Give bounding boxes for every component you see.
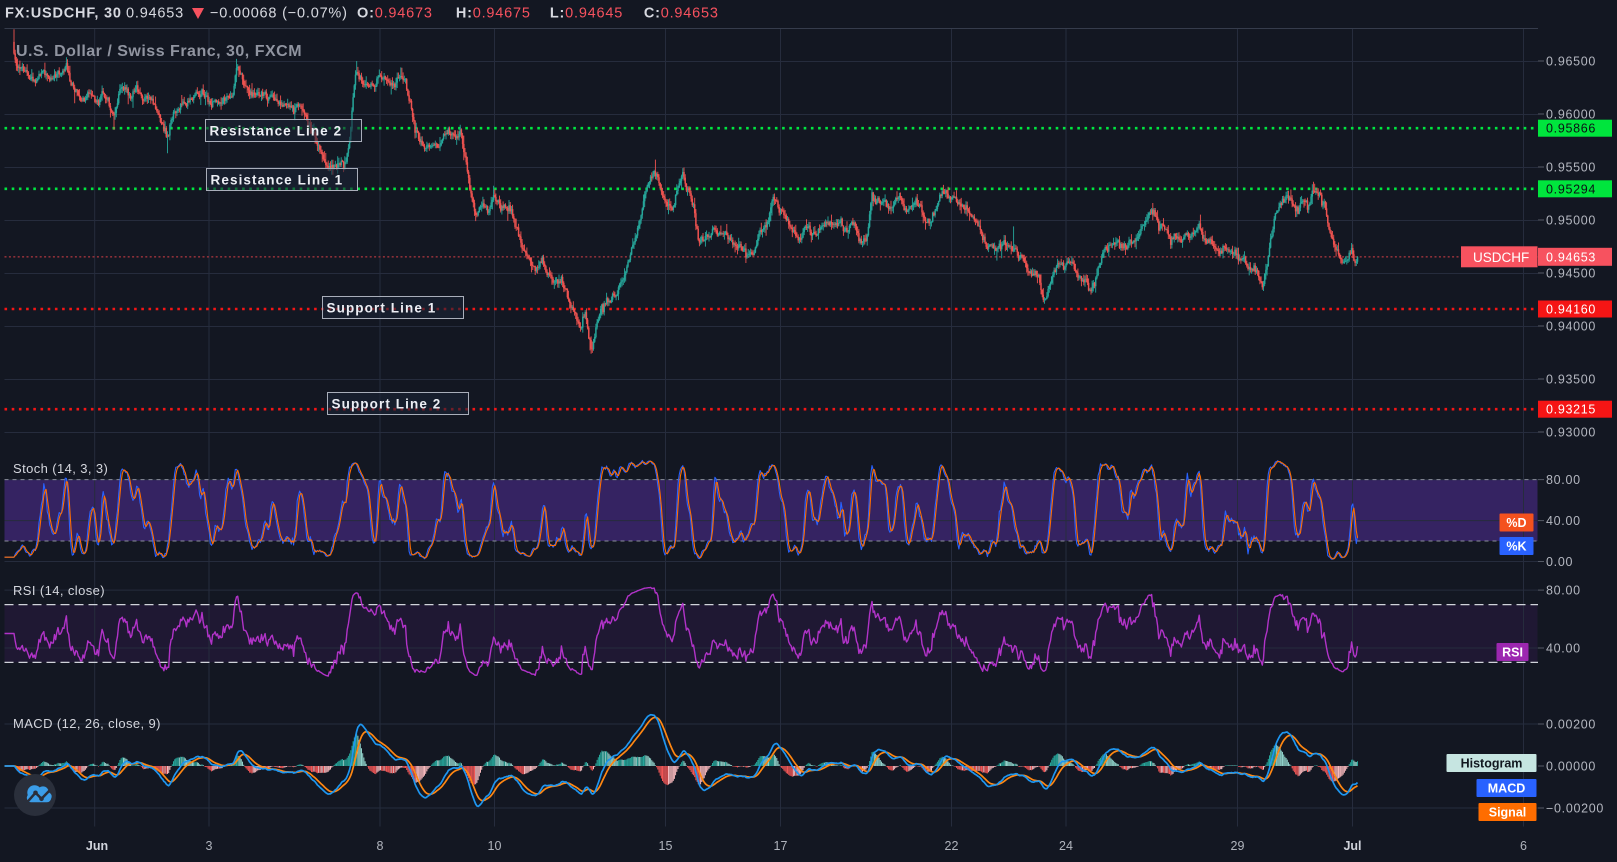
svg-text:0.94000: 0.94000 [1546, 320, 1596, 334]
svg-text:Stoch (14, 3, 3): Stoch (14, 3, 3) [13, 461, 108, 476]
svg-text:17: 17 [774, 839, 788, 853]
svg-text:0.94160: 0.94160 [1546, 303, 1596, 317]
svg-text:Resistance Line 1: Resistance Line 1 [211, 173, 344, 188]
svg-text:0.00: 0.00 [1546, 555, 1573, 569]
svg-text:10: 10 [488, 839, 502, 853]
svg-text:FX:USDCHF, 300.94653−0.00068 (: FX:USDCHF, 30 0.94653 −0.00068 (−0.07%) O:0… [5, 6, 719, 22]
svg-text:0.93000: 0.93000 [1546, 426, 1596, 440]
svg-text:0.94653: 0.94653 [1546, 250, 1596, 264]
svg-text:0.00200: 0.00200 [1546, 718, 1596, 732]
svg-text:0.96000: 0.96000 [1546, 108, 1596, 122]
svg-text:29: 29 [1231, 839, 1245, 853]
svg-text:22: 22 [945, 839, 959, 853]
svg-text:0.94500: 0.94500 [1546, 267, 1596, 281]
svg-text:Signal: Signal [1489, 806, 1527, 820]
svg-text:%K: %K [1506, 540, 1526, 554]
svg-text:USDCHF: USDCHF [1473, 250, 1529, 265]
svg-text:Histogram: Histogram [1461, 757, 1523, 771]
svg-text:24: 24 [1059, 839, 1073, 853]
svg-text:MACD (12, 26, close, 9): MACD (12, 26, close, 9) [13, 716, 161, 731]
svg-text:0.95866: 0.95866 [1546, 122, 1596, 136]
svg-text:40.00: 40.00 [1546, 514, 1581, 528]
svg-text:0.95000: 0.95000 [1546, 214, 1596, 228]
svg-text:40.00: 40.00 [1546, 642, 1581, 656]
svg-text:RSI: RSI [1502, 646, 1523, 660]
svg-text:80.00: 80.00 [1546, 473, 1581, 487]
svg-text:Support Line 1: Support Line 1 [327, 301, 437, 316]
svg-text:MACD: MACD [1488, 782, 1526, 796]
svg-text:6: 6 [1520, 839, 1527, 853]
svg-text:Support Line 2: Support Line 2 [332, 397, 442, 412]
svg-text:−0.00200: −0.00200 [1546, 802, 1604, 816]
svg-text:%D: %D [1506, 516, 1526, 530]
svg-text:Jul: Jul [1343, 839, 1361, 853]
svg-text:8: 8 [377, 839, 384, 853]
svg-text:U.S. Dollar / Swiss Franc, 30,: U.S. Dollar / Swiss Franc, 30, FXCM [16, 43, 302, 60]
svg-text:0.93500: 0.93500 [1546, 373, 1596, 387]
svg-text:15: 15 [659, 839, 673, 853]
svg-text:0.95294: 0.95294 [1546, 182, 1596, 196]
svg-text:0.93215: 0.93215 [1546, 403, 1596, 417]
svg-text:0.95500: 0.95500 [1546, 161, 1596, 175]
svg-text:Resistance Line 2: Resistance Line 2 [210, 124, 343, 139]
svg-text:0.96500: 0.96500 [1546, 55, 1596, 69]
svg-text:80.00: 80.00 [1546, 584, 1581, 598]
svg-text:Jun: Jun [86, 839, 108, 853]
svg-text:3: 3 [206, 839, 213, 853]
svg-text:0.00000: 0.00000 [1546, 760, 1596, 774]
svg-text:RSI (14, close): RSI (14, close) [13, 583, 105, 598]
